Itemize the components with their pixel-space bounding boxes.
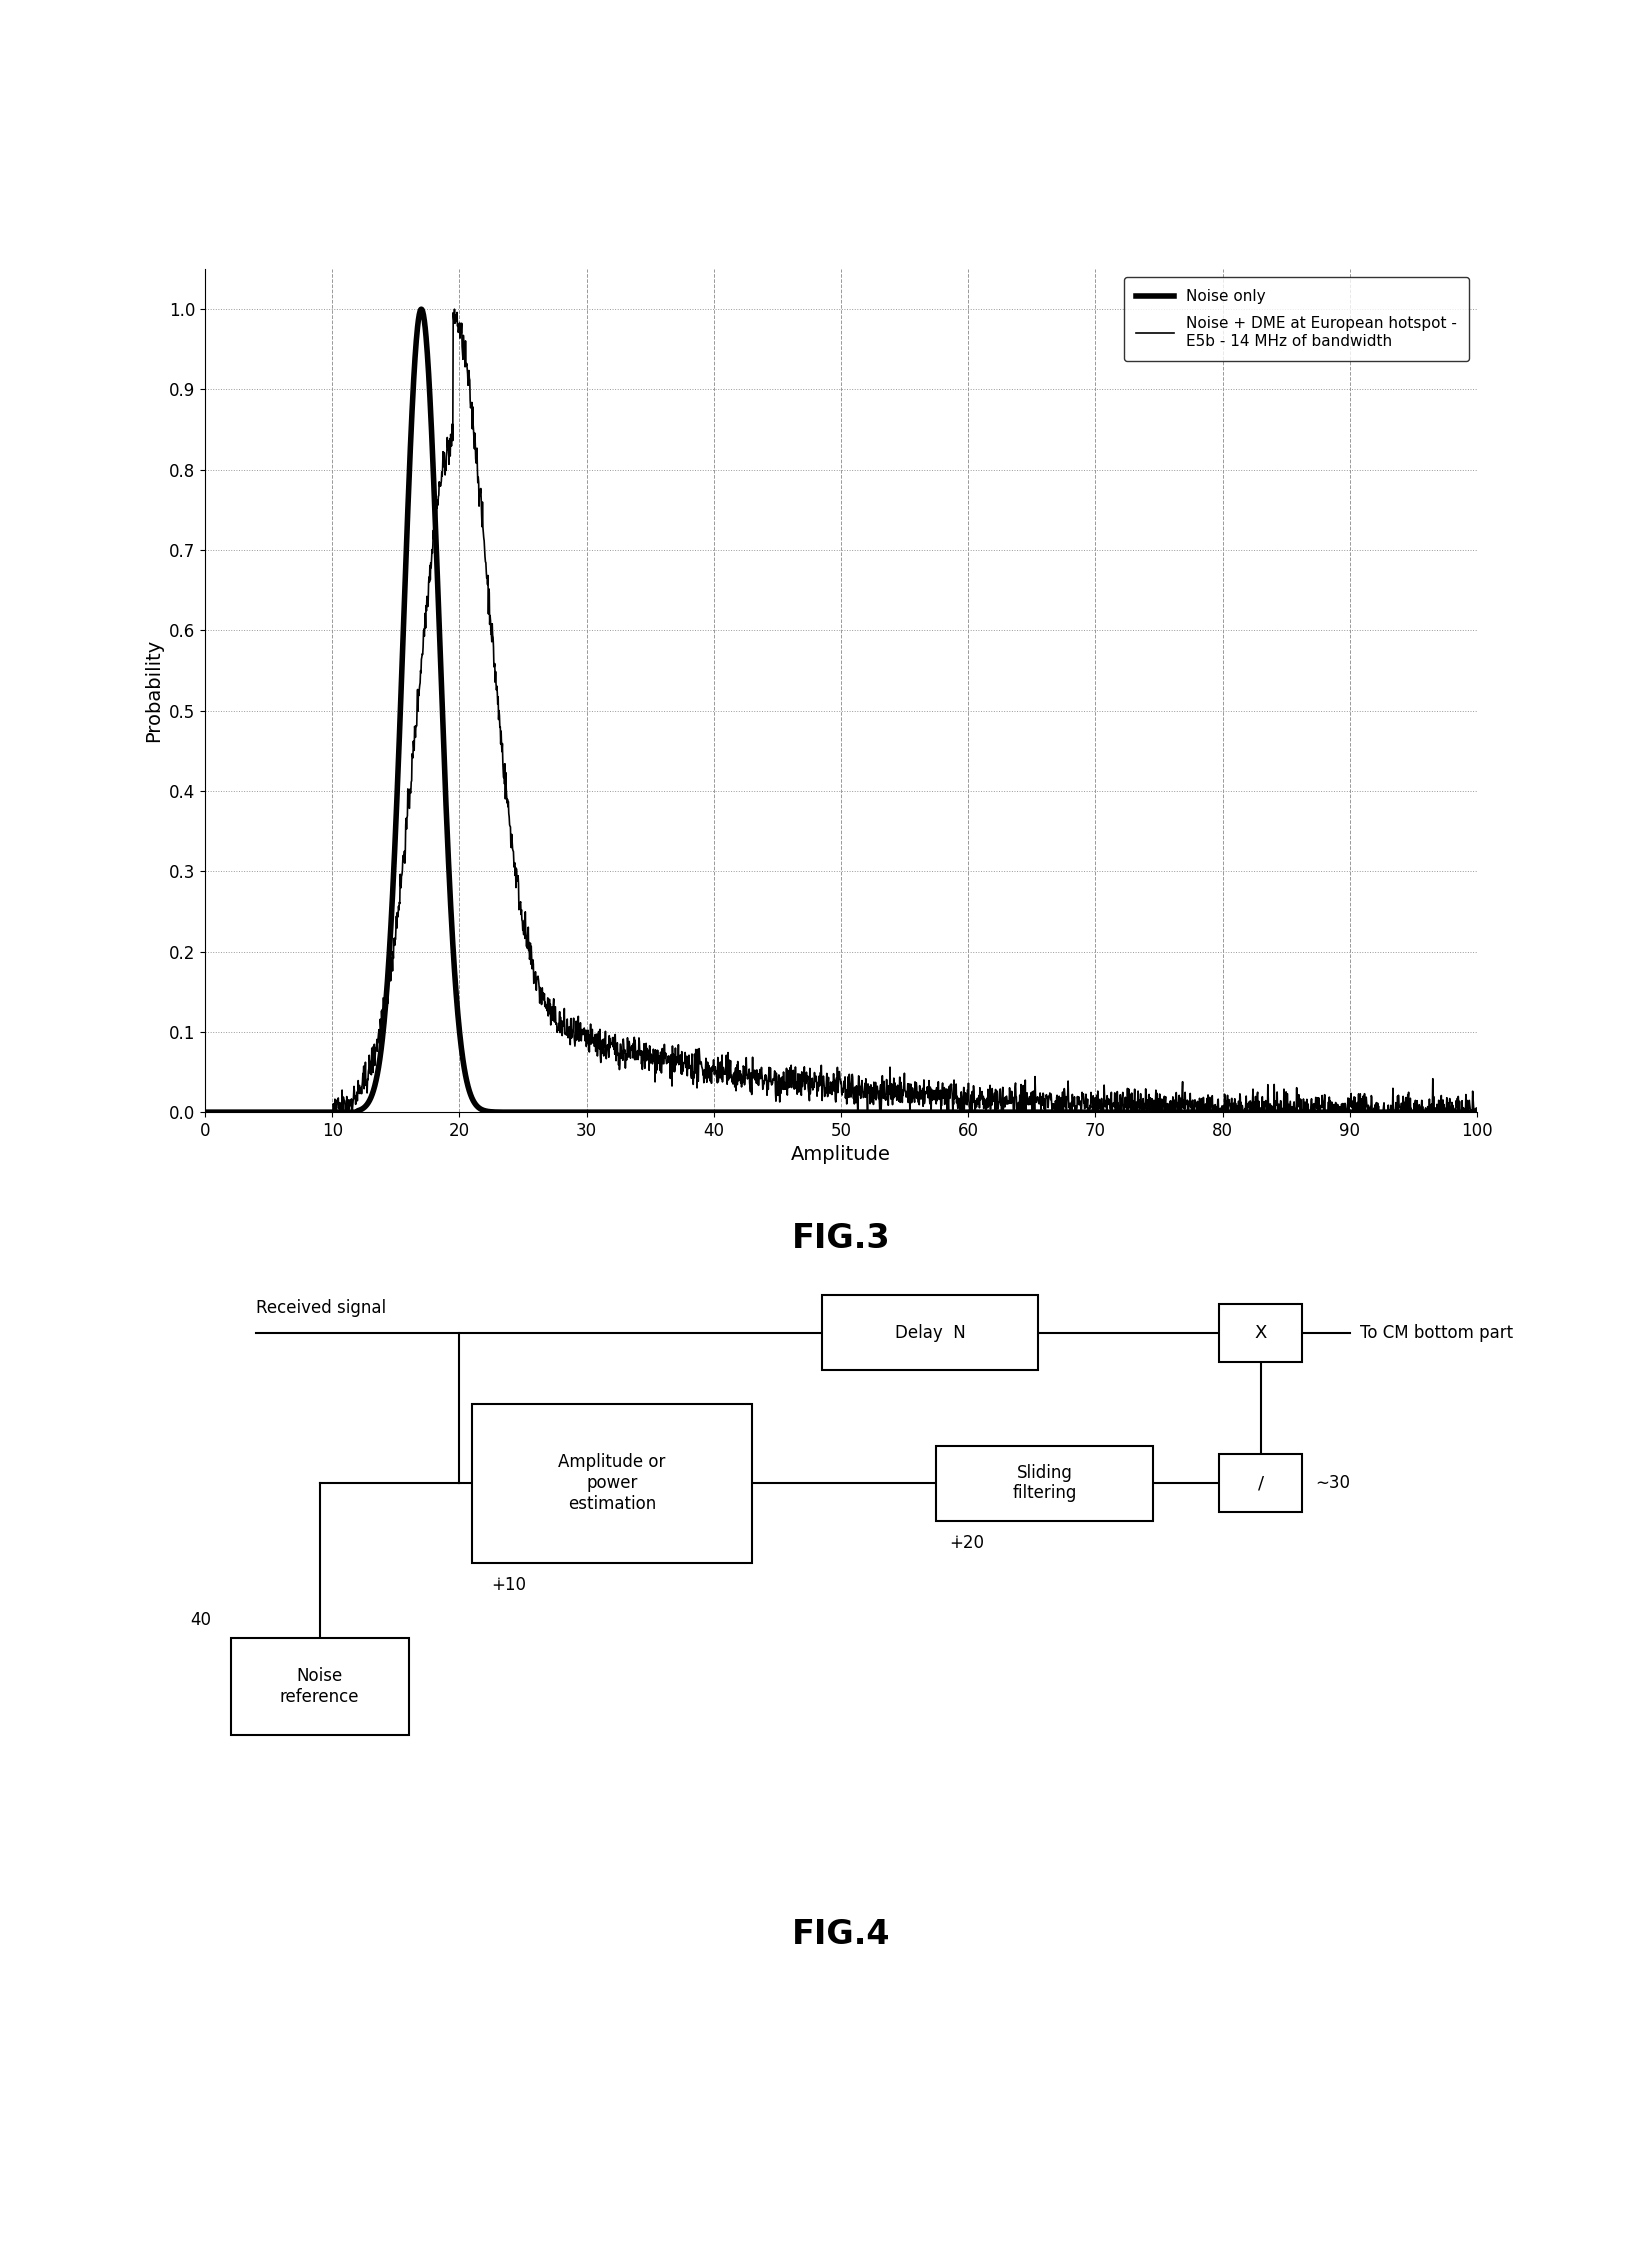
Noise only [683, 1099, 702, 1125]
Bar [1219, 1305, 1301, 1361]
Noise + DME at European hotspot -
E5b - 14 MHz of bandwidth [1442, 1099, 1462, 1125]
Legend: Noise only, Noise + DME at European hotspot -
E5b - 14 MHz of bandwidth: Noise only, Noise + DME at European hots… [1124, 276, 1469, 361]
Noise only [417, 323, 437, 350]
Text: Sliding
filtering: Sliding filtering [1012, 1464, 1076, 1502]
Noise only [340, 1099, 359, 1125]
Text: Delay  N: Delay N [894, 1325, 965, 1343]
Text: Received signal: Received signal [256, 1298, 386, 1316]
Text: ∼30: ∼30 [1314, 1473, 1351, 1493]
Noise only [195, 1099, 215, 1125]
Noise only [1442, 1099, 1462, 1125]
Bar [937, 1446, 1152, 1520]
X-axis label: Amplitude: Amplitude [791, 1146, 891, 1164]
Line: Noise + DME at European hotspot -
E5b - 14 MHz of bandwidth: Noise + DME at European hotspot - E5b - … [205, 309, 1477, 1112]
Line: Noise only: Noise only [205, 309, 1477, 1112]
Noise only [738, 1099, 758, 1125]
Bar [1219, 1455, 1301, 1511]
Text: FIG.3: FIG.3 [791, 1222, 891, 1256]
Noise only [1306, 1099, 1326, 1125]
Text: ∔10: ∔10 [491, 1576, 527, 1594]
Noise + DME at European hotspot -
E5b - 14 MHz of bandwidth [683, 1072, 702, 1099]
Noise + DME at European hotspot -
E5b - 14 MHz of bandwidth [738, 1065, 758, 1092]
Bar [230, 1637, 409, 1735]
Text: Amplitude or
power
estimation: Amplitude or power estimation [558, 1453, 666, 1513]
Text: FIG.4: FIG.4 [791, 1919, 891, 1951]
Noise + DME at European hotspot -
E5b - 14 MHz of bandwidth [195, 1099, 215, 1125]
Noise only [1467, 1099, 1487, 1125]
Noise + DME at European hotspot -
E5b - 14 MHz of bandwidth [415, 614, 435, 641]
Noise + DME at European hotspot -
E5b - 14 MHz of bandwidth [340, 1087, 359, 1114]
Text: X: X [1254, 1325, 1267, 1343]
Y-axis label: Probability: Probability [144, 639, 164, 742]
Text: /: / [1257, 1473, 1264, 1493]
Text: Noise
reference: Noise reference [281, 1666, 359, 1706]
Text: To CM bottom part: To CM bottom part [1360, 1325, 1513, 1343]
Noise + DME at European hotspot -
E5b - 14 MHz of bandwidth [1306, 1092, 1326, 1119]
Noise + DME at European hotspot -
E5b - 14 MHz of bandwidth [1467, 1099, 1487, 1125]
Text: 40: 40 [190, 1610, 212, 1630]
Bar [473, 1403, 752, 1563]
Noise only [412, 296, 432, 323]
Noise + DME at European hotspot -
E5b - 14 MHz of bandwidth [445, 296, 464, 323]
Text: ∔20: ∔20 [948, 1534, 985, 1551]
Bar [822, 1296, 1039, 1370]
